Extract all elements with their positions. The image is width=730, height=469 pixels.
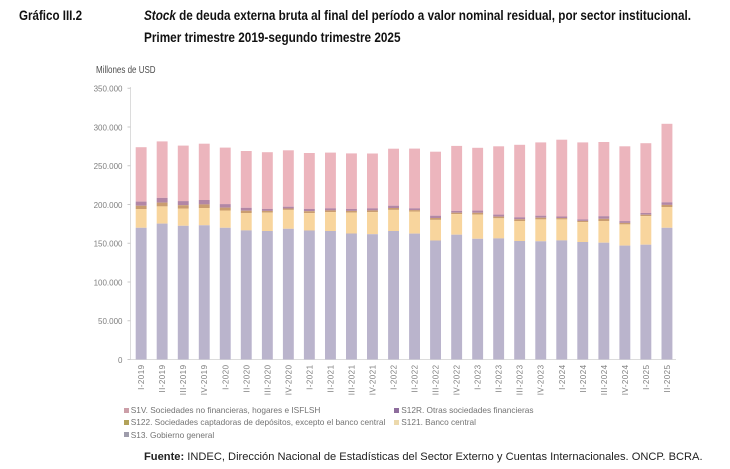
svg-text:III-2022: III-2022 [432, 364, 441, 395]
svg-text:I-2022: I-2022 [390, 364, 399, 389]
svg-text:II-2023: II-2023 [495, 364, 504, 392]
svg-text:III-2021: III-2021 [347, 364, 356, 395]
svg-text:I-2025: I-2025 [642, 364, 651, 389]
svg-text:II-2020: II-2020 [242, 364, 251, 392]
svg-text:250.000: 250.000 [94, 162, 123, 171]
svg-text:IV-2019: IV-2019 [200, 364, 209, 395]
svg-text:IV-2023: IV-2023 [537, 364, 546, 395]
svg-text:100.000: 100.000 [94, 278, 123, 287]
svg-text:III-2019: III-2019 [179, 364, 188, 395]
svg-text:III-2020: III-2020 [263, 364, 272, 395]
svg-text:II-2021: II-2021 [326, 364, 335, 392]
svg-text:I-2023: I-2023 [474, 364, 483, 389]
svg-text:IV-2021: IV-2021 [369, 364, 378, 395]
svg-text:II-2022: II-2022 [411, 364, 420, 392]
svg-text:III-2023: III-2023 [516, 364, 525, 395]
svg-text:300.000: 300.000 [94, 123, 123, 132]
svg-text:50.000: 50.000 [98, 317, 123, 326]
svg-text:II-2025: II-2025 [663, 364, 672, 392]
svg-text:I-2024: I-2024 [558, 364, 567, 389]
svg-text:IV-2020: IV-2020 [284, 364, 293, 395]
svg-text:I-2019: I-2019 [137, 364, 146, 389]
svg-text:150.000: 150.000 [94, 240, 123, 249]
svg-text:IV-2022: IV-2022 [453, 364, 462, 395]
svg-text:II-2019: II-2019 [158, 364, 167, 392]
svg-text:0: 0 [118, 356, 123, 365]
svg-text:I-2020: I-2020 [221, 364, 230, 389]
svg-text:IV-2024: IV-2024 [621, 364, 630, 395]
svg-text:350.000: 350.000 [94, 85, 123, 94]
svg-text:200.000: 200.000 [94, 201, 123, 210]
svg-text:I-2021: I-2021 [305, 364, 314, 389]
svg-text:III-2024: III-2024 [600, 364, 609, 395]
svg-text:II-2024: II-2024 [579, 364, 588, 392]
